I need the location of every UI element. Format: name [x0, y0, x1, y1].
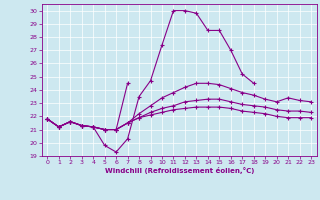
X-axis label: Windchill (Refroidissement éolien,°C): Windchill (Refroidissement éolien,°C): [105, 167, 254, 174]
